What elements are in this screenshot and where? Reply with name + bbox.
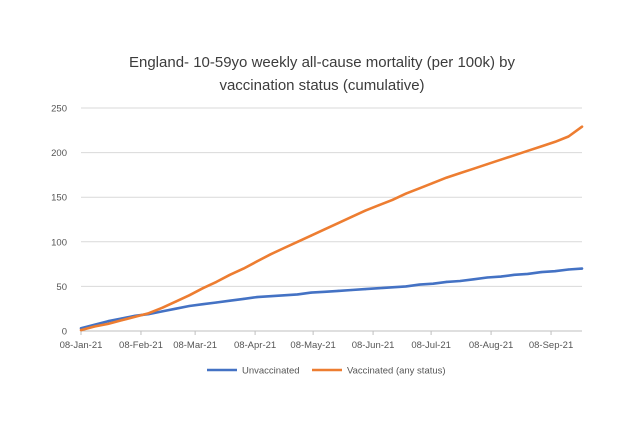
data-point: [188, 304, 191, 308]
y-tick-label: 150: [51, 193, 67, 204]
data-point: [296, 240, 299, 243]
data-point: [323, 290, 326, 293]
series-line-vaccinated: [79, 125, 584, 332]
data-point: [391, 198, 394, 201]
data-point: [228, 273, 231, 276]
x-tick-label: 08-Jul-21: [411, 340, 451, 351]
data-point: [242, 267, 245, 270]
data-point: [269, 253, 272, 256]
data-point: [201, 303, 204, 306]
data-point: [404, 192, 408, 195]
data-point: [283, 294, 286, 297]
data-point: [567, 135, 570, 138]
data-point: [120, 319, 123, 322]
data-point: [134, 315, 137, 318]
data-point: [93, 325, 96, 328]
legend-label: Unvaccinated: [242, 366, 300, 377]
y-axis-ticks: 0 50 100 150 200 250: [51, 104, 67, 338]
data-point: [567, 268, 570, 271]
data-point: [513, 273, 516, 276]
data-point: [269, 295, 272, 298]
data-point: [432, 181, 435, 184]
data-point: [215, 301, 218, 304]
data-point: [472, 278, 475, 281]
data-point: [391, 286, 394, 289]
x-tick-label: 08-Feb-21: [119, 340, 163, 351]
data-point: [499, 158, 502, 161]
data-point: [188, 294, 191, 297]
data-point: [174, 307, 177, 310]
data-point: [580, 125, 584, 128]
chart-title-line-1: England- 10-59yo weekly all-cause mortal…: [129, 54, 516, 71]
data-point: [418, 187, 421, 190]
data-point: [526, 149, 529, 152]
x-tick-label: 08-Jun-21: [352, 340, 395, 351]
y-tick-label: 100: [51, 237, 67, 248]
data-point: [107, 322, 110, 325]
data-point: [404, 285, 408, 288]
data-point: [310, 234, 313, 237]
data-point: [540, 271, 543, 274]
data-point: [228, 299, 231, 302]
data-point: [526, 272, 529, 275]
gridlines: [81, 107, 582, 332]
x-tick-label: 08-Mar-21: [173, 340, 217, 351]
data-point: [553, 270, 557, 273]
data-point: [255, 296, 259, 299]
data-point: [364, 209, 367, 212]
x-tick-label: 08-May-21: [290, 340, 335, 351]
data-point: [350, 215, 353, 218]
data-point: [445, 176, 448, 179]
data-point: [486, 276, 489, 279]
data-point: [161, 306, 164, 309]
data-point: [418, 283, 421, 286]
data-point: [337, 222, 340, 225]
y-tick-label: 250: [51, 104, 67, 115]
data-point: [486, 163, 489, 166]
data-point: [79, 329, 83, 332]
data-point: [540, 145, 543, 148]
data-point: [459, 172, 462, 175]
data-point: [174, 300, 177, 303]
data-point: [242, 297, 245, 300]
data-point: [310, 291, 313, 294]
x-tick-label: 08-Sep-21: [529, 340, 573, 351]
data-point: [337, 289, 340, 292]
data-point: [513, 154, 516, 157]
data-point: [147, 312, 150, 315]
y-tick-label: 50: [56, 282, 67, 293]
data-point: [364, 288, 367, 291]
series-lines: [79, 125, 584, 332]
data-point: [296, 293, 299, 296]
data-point: [107, 320, 110, 323]
data-point: [215, 280, 218, 283]
data-point: [377, 287, 380, 290]
data-point: [255, 260, 259, 263]
data-point: [323, 228, 326, 231]
data-point: [201, 287, 204, 290]
chart-title-line-2: vaccination status (cumulative): [219, 77, 424, 94]
data-point: [499, 275, 502, 278]
x-axis-ticks: 08-Jan-21 08-Feb-21 08-Mar-21 08-Apr-21 08-M…: [60, 331, 573, 351]
data-point: [459, 279, 462, 283]
x-tick-label: 08-Apr-21: [234, 340, 276, 351]
data-point: [432, 282, 435, 285]
data-point: [580, 267, 584, 270]
data-point: [377, 204, 380, 207]
data-point: [350, 288, 353, 292]
y-tick-label: 0: [62, 327, 67, 338]
y-tick-label: 200: [51, 148, 67, 159]
x-tick-label: 08-Jan-21: [60, 340, 103, 351]
legend-label: Vaccinated (any status): [347, 366, 446, 377]
series-line-unvaccinated: [79, 267, 584, 330]
data-point: [445, 280, 448, 283]
data-point: [161, 310, 164, 313]
x-tick-label: 08-Aug-21: [469, 340, 513, 351]
legend: Unvaccinated Vaccinated (any status): [207, 366, 446, 377]
data-point: [283, 246, 286, 250]
data-point: [553, 140, 557, 143]
data-point: [472, 167, 475, 170]
